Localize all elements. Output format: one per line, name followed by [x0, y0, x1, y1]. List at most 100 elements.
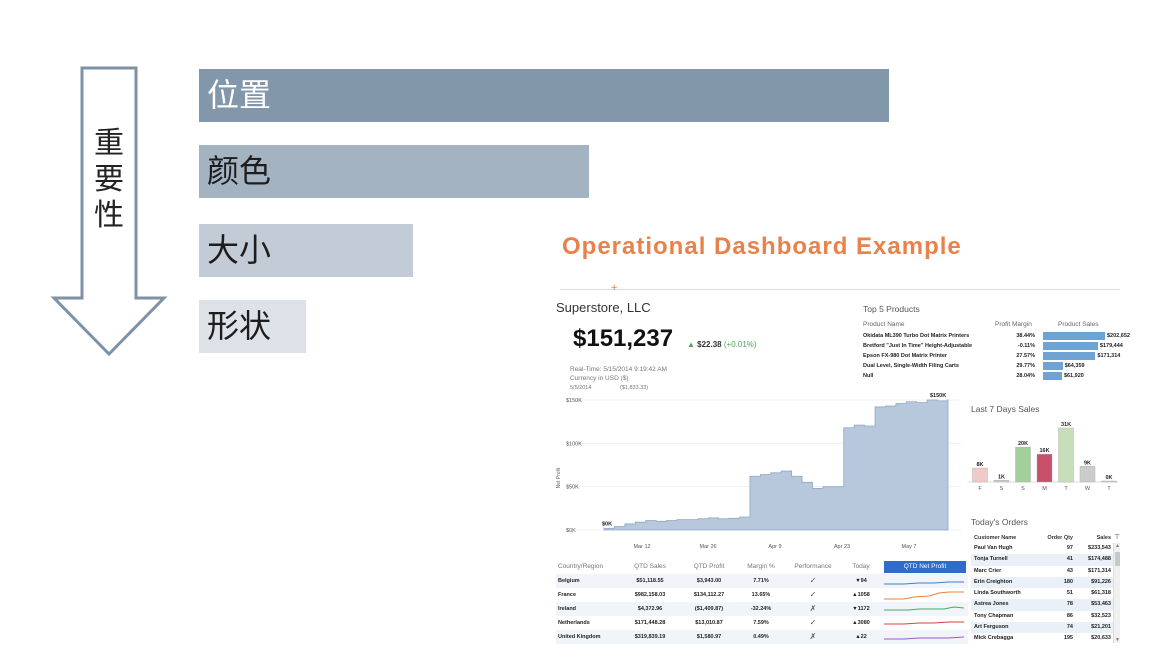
bar-value-label: 20K [1018, 441, 1028, 447]
orders-header-qty[interactable]: Order Qty [1047, 535, 1073, 541]
day-tick-label: F [978, 486, 982, 492]
list-item[interactable]: Epson FX-980 Dot Matrix Printer 27.57% $17… [863, 351, 1121, 361]
margin-cell: 7.59% [753, 620, 769, 626]
product-name: Bretford "Just In Time" Height-Adjustabl… [863, 343, 973, 349]
sparkline [884, 602, 966, 622]
table-row[interactable]: Netherlands $171,448.28 $13,010.87 7.59% ✓ ▲3… [556, 616, 968, 630]
product-sales-bar [1043, 332, 1105, 340]
list-item[interactable]: Bretford "Just In Time" Height-Adjustabl… [863, 341, 1123, 351]
today-cell: ▲22 [855, 634, 867, 640]
orders-header-name[interactable]: Customer Name [974, 535, 1017, 541]
table-row[interactable]: Art Ferguson 74 $21,201 [971, 622, 1113, 634]
orders-header: Customer Name Order Qty Sales [971, 533, 1113, 543]
product-margin: 29.77% [1016, 363, 1035, 369]
order-qty-cell: 180 [1063, 578, 1073, 585]
col-header-qtd-profit[interactable]: QTD Profit [693, 563, 725, 570]
order-sales-cell: $21,201 [1091, 624, 1111, 631]
customer-name-cell: Art Ferguson [974, 624, 1009, 631]
day-bar[interactable] [972, 467, 988, 483]
list-item[interactable]: Okidata ML390 Turbo Dot Matrix Printers 3… [863, 331, 1130, 341]
scroll-down-icon[interactable]: ▼ [1115, 637, 1120, 643]
net-profit-value: $151,237 [573, 325, 674, 352]
realtime-timestamp: Real-Time: 5/15/2014 9:19:42 AM [570, 366, 667, 373]
delta-percent: (+0.01%) [723, 340, 757, 349]
cross-icon: ✗ [809, 632, 817, 641]
product-sales-value: $61,920 [1063, 373, 1084, 379]
x-tick-label: Mar 12 [633, 544, 650, 550]
customer-name-cell: Marc Crier [974, 567, 1002, 574]
table-row[interactable]: Tony Chapman 86 $32,523 [971, 611, 1113, 622]
col-header-qtd-sales[interactable]: QTD Sales [634, 563, 666, 570]
day-bar[interactable] [1058, 427, 1074, 483]
check-icon: ✓ [809, 576, 817, 585]
qtd-sales-cell: $319,839.19 [634, 634, 666, 640]
col-header-performance[interactable]: Performance [794, 563, 832, 570]
product-name: Epson FX-980 Dot Matrix Printer [863, 353, 948, 359]
table-row[interactable]: Mick Crebagga 195 $20,633 [971, 633, 1113, 644]
customer-name-cell: Paul Van Hugh [974, 545, 1013, 551]
col-header-today[interactable]: Today [852, 563, 870, 570]
table-row[interactable]: Tonja Turnell 41 $174,488 [971, 554, 1113, 566]
day-bar[interactable] [1101, 480, 1117, 483]
customer-name-cell: Linda Southworth [974, 590, 1021, 597]
priority-bar-position: 位置 [199, 69, 889, 122]
list-item[interactable]: Null 28.04% $61,920 [863, 371, 1121, 381]
product-margin: 28.04% [1016, 373, 1035, 379]
product-margin: 38.44% [1016, 333, 1035, 339]
col-header-margin[interactable]: Margin % [747, 563, 775, 570]
scroll-thumb[interactable] [1115, 552, 1120, 566]
reference-date: 5/5/2014 [570, 385, 592, 391]
orders-scrollbar[interactable]: ▲ ▼ [1113, 543, 1120, 643]
net-profit-delta: ▲ $22.38 (+0.01%) [687, 340, 757, 349]
table-row[interactable]: Astrea Jones 78 $53,463 [971, 599, 1113, 611]
up-triangle-icon: ▲ [687, 340, 695, 349]
day-tick-label: S [1021, 486, 1025, 492]
table-row[interactable]: Ireland $4,372.96 ($1,409.87) -32.24% ✗ ▼1172 [556, 602, 968, 616]
qtd-profit-cell: $13,010.87 [695, 620, 723, 626]
product-name: Okidata ML390 Turbo Dot Matrix Printers [863, 333, 970, 339]
customer-name-cell: Mick Crebagga [974, 635, 1014, 642]
margin-cell: -32.24% [750, 606, 772, 612]
check-icon: ✓ [809, 590, 817, 599]
day-bar[interactable] [1036, 453, 1053, 483]
orders-title: Today's Orders [971, 517, 1028, 527]
day-bar[interactable] [1079, 466, 1096, 483]
order-sales-cell: $61,318 [1091, 590, 1111, 597]
product-margin: 27.57% [1016, 353, 1035, 359]
country-cell: United Kingdom [558, 634, 601, 640]
currency-note: Currency in USD ($) [570, 375, 629, 382]
list-item[interactable]: Dual Level, Single-Width Filing Carts 29.… [863, 361, 1121, 371]
col-header-qtd-net-profit[interactable]: QTD Net Profit [884, 561, 966, 573]
col-header-country[interactable]: Country/Region [558, 563, 604, 570]
table-row[interactable]: Marc Crier 43 $171,314 [971, 566, 1113, 577]
y-tick-label: $100K [566, 441, 582, 447]
customer-name-cell: Tony Chapman [974, 612, 1014, 619]
scroll-up-icon[interactable]: ▲ [1115, 543, 1120, 549]
bar-value-label: 16K [1039, 448, 1049, 454]
order-qty-cell: 86 [1066, 612, 1073, 619]
qtd-profit-cell: $1,580.97 [696, 634, 722, 640]
country-performance-table: Country/Region QTD Sales QTD Profit Marg… [556, 560, 968, 644]
order-sales-cell: $20,633 [1091, 635, 1111, 642]
qtd-profit-cell: $134,112.27 [693, 592, 725, 598]
orders-header-sales[interactable]: Sales [1096, 535, 1111, 541]
day-bar[interactable] [993, 480, 1010, 483]
margin-cell: 7.71% [753, 578, 769, 584]
qtd-sales-cell: $982,158.03 [634, 592, 666, 598]
table-row[interactable]: Paul Van Hugh 97 $233,543 [971, 543, 1113, 554]
table-row[interactable]: United Kingdom $319,839.19 $1,580.97 0.49% ✗… [556, 630, 968, 644]
product-sales-bar [1043, 352, 1096, 360]
table-row[interactable]: Erin Creighton 180 $91,226 [971, 576, 1113, 589]
table-row[interactable]: France $982,158.03 $134,112.27 13.65% ✓ ▲1058 [556, 588, 968, 602]
table-row[interactable]: Belgium $51,118.55 $3,943.00 7.71% ✓ ▼94 [556, 574, 968, 588]
filter-icon[interactable]: ⊤ [1114, 534, 1121, 541]
table-header: Country/Region QTD Sales QTD Profit Marg… [556, 560, 968, 574]
top5-header-name: Product Name [863, 321, 905, 328]
day-bar[interactable] [1015, 446, 1031, 483]
qtd-sales-cell: $171,448.28 [634, 620, 666, 626]
day-tick-label: S [1000, 486, 1004, 492]
qtd-profit-cell: ($1,409.87) [694, 606, 724, 612]
orders-table: Customer Name Order Qty Sales Paul Van H… [971, 533, 1113, 645]
table-row[interactable]: Linda Southworth 51 $61,318 [971, 588, 1113, 599]
product-sales-value: $179,444 [1099, 343, 1123, 349]
